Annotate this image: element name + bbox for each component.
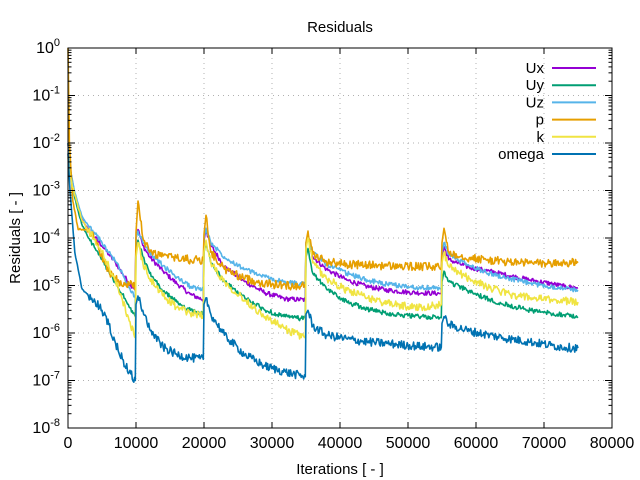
y-tick-label: 10-3 bbox=[32, 180, 60, 200]
series-lines bbox=[67, 47, 579, 383]
legend-label-k: k bbox=[537, 129, 545, 146]
x-tick-label: 60000 bbox=[454, 435, 499, 452]
y-tick-label: 10-6 bbox=[32, 322, 60, 342]
x-tick-label: 70000 bbox=[522, 435, 567, 452]
series-line-k bbox=[67, 157, 579, 340]
series-line-omega bbox=[67, 153, 579, 383]
legend-label-omega: omega bbox=[498, 146, 545, 163]
legend-label-Uy: Uy bbox=[526, 77, 545, 94]
x-tick-label: 50000 bbox=[386, 435, 431, 452]
y-tick-labels: 100 10-1 10-2 10-3 10-4 10-5 10-6 10-7 10-8 bbox=[32, 37, 60, 437]
y-tick-label: 10-5 bbox=[32, 275, 60, 295]
legend-label-p: p bbox=[536, 112, 544, 129]
y-tick-label: 100 bbox=[36, 37, 60, 57]
chart-title: Residuals bbox=[307, 19, 373, 36]
y-tick-label: 10-8 bbox=[32, 417, 60, 437]
x-tick-label: 0 bbox=[64, 435, 73, 452]
x-tick-label: 30000 bbox=[250, 435, 295, 452]
y-tick-label: 10-1 bbox=[32, 85, 60, 105]
x-tick-label: 10000 bbox=[114, 435, 159, 452]
axis-ticks bbox=[67, 47, 613, 429]
series-line-p bbox=[67, 47, 579, 291]
series-line-Uy bbox=[67, 142, 579, 322]
x-tick-labels: 0 10000 20000 30000 40000 50000 60000 70000 8000… bbox=[64, 435, 635, 452]
x-tick-label: 40000 bbox=[318, 435, 363, 452]
x-axis-title: Iterations [ - ] bbox=[296, 461, 384, 478]
y-tick-label: 10-4 bbox=[32, 227, 60, 247]
x-tick-label: 20000 bbox=[182, 435, 227, 452]
y-tick-label: 10-2 bbox=[32, 132, 60, 152]
x-tick-label: 80000 bbox=[590, 435, 635, 452]
y-tick-label: 10-7 bbox=[32, 370, 60, 390]
y-axis-title: Residuals [ - ] bbox=[7, 192, 24, 284]
legend-label-Ux: Ux bbox=[526, 60, 545, 77]
legend-label-Uz: Uz bbox=[526, 94, 544, 111]
